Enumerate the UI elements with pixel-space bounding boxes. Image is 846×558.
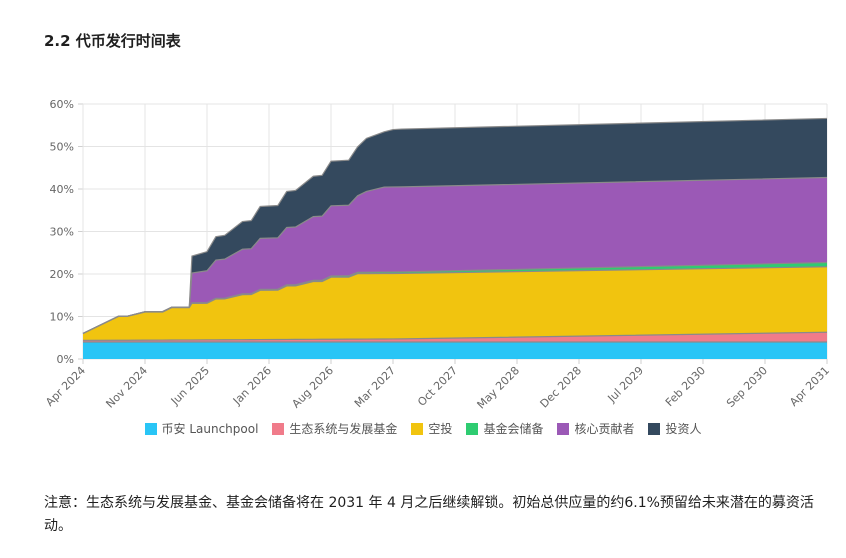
- y-tick-label: 10%: [50, 311, 74, 324]
- x-tick-label: Dec 2028: [538, 364, 585, 411]
- legend-item-5[interactable]: 投资人: [648, 420, 701, 437]
- section-heading: 2.2 代币发行时间表: [44, 32, 181, 50]
- chart-legend: 币安 Launchpool 生态系统与发展基金 空投 基金会储备 核心贡献者 投资人: [0, 420, 846, 437]
- x-tick-label: May 2028: [475, 364, 523, 412]
- legend-label: 币安 Launchpool: [161, 422, 259, 436]
- x-tick-label: Feb 2030: [663, 364, 708, 409]
- x-tick-label: Jun 2025: [168, 364, 212, 408]
- y-tick-label: 50%: [50, 141, 74, 154]
- chart-areas: [83, 118, 827, 359]
- x-tick-label: Apr 2031: [787, 364, 832, 409]
- legend-item-3[interactable]: 基金会储备: [466, 420, 543, 437]
- legend-swatch: [411, 422, 424, 435]
- x-tick-label: Nov 2024: [103, 364, 150, 411]
- y-tick-label: 40%: [50, 183, 74, 196]
- legend-swatch: [466, 422, 479, 435]
- legend-label: 核心贡献者: [574, 422, 635, 436]
- chart-series-lines: [82, 117, 828, 343]
- series-line-5: [82, 117, 828, 334]
- legend-swatch: [648, 422, 661, 435]
- legend-label: 投资人: [665, 422, 702, 436]
- legend-item-2[interactable]: 空投: [411, 420, 452, 437]
- area-series-4: [83, 177, 827, 334]
- series-line-1: [82, 331, 828, 341]
- footnote: 注意：生态系统与发展基金、基金会储备将在 2031 年 4 月之后继续解锁。初始…: [44, 495, 814, 534]
- y-tick-label: 30%: [50, 226, 74, 239]
- y-tick-label: 0%: [57, 353, 74, 366]
- x-tick-label: Aug 2026: [289, 364, 336, 411]
- x-tick-label: Oct 2027: [415, 364, 460, 409]
- legend-swatch: [557, 422, 570, 435]
- legend-item-1[interactable]: 生态系统与发展基金: [272, 420, 397, 437]
- x-tick-label: Sep 2030: [724, 364, 770, 410]
- x-tick-label: Apr 2024: [43, 364, 88, 409]
- x-tick-label: Jul 2029: [605, 364, 647, 406]
- legend-swatch: [272, 422, 285, 435]
- legend-label: 基金会储备: [483, 422, 544, 436]
- x-tick-label: Mar 2027: [352, 364, 398, 410]
- x-tick-label: Jan 2026: [230, 364, 274, 408]
- y-tick-label: 20%: [50, 268, 74, 281]
- area-series-0: [83, 342, 827, 359]
- legend-label: 生态系统与发展基金: [289, 422, 398, 436]
- legend-item-0[interactable]: 币安 Launchpool: [144, 420, 259, 437]
- area-series-2: [83, 266, 827, 341]
- area-series-5: [83, 118, 827, 334]
- legend-label: 空投: [428, 422, 453, 436]
- legend-item-4[interactable]: 核心贡献者: [557, 420, 634, 437]
- legend-swatch: [144, 422, 157, 435]
- y-tick-label: 60%: [50, 98, 74, 111]
